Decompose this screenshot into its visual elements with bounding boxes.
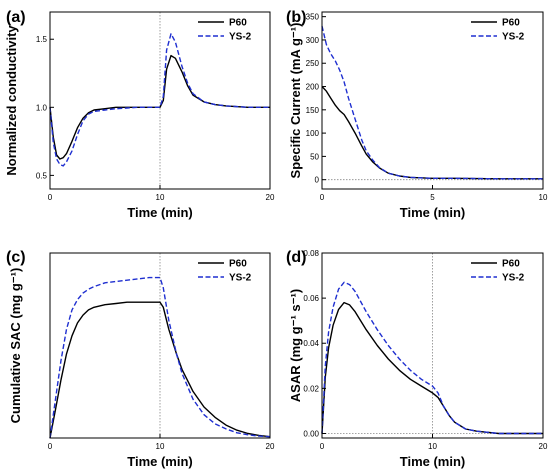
y-tick-label: 0.08 — [303, 249, 319, 258]
series-line-p60 — [321, 86, 543, 180]
panel-0: 0 10 20 0.5 1.0 1.5 Time (min) Normalized condu… — [4, 9, 275, 220]
y-tick-label: 100 — [306, 129, 320, 138]
legend-label-p60: P60 — [229, 18, 247, 29]
x-tick-label: 10 — [156, 193, 165, 202]
legend-label-ys-2: YS-2 — [229, 32, 252, 43]
y-tick-label: 150 — [306, 106, 320, 115]
x-axis-label: Time (min) — [127, 454, 193, 469]
panel-label: (d) — [286, 249, 306, 266]
legend-label-p60: P60 — [502, 259, 520, 270]
y-tick-label: 0.06 — [303, 294, 319, 303]
x-axis-label: Time (min) — [127, 205, 193, 220]
y-axis-label: ASAR (mg g⁻¹ s⁻¹) — [288, 289, 303, 402]
y-tick-label: 0.04 — [303, 339, 319, 348]
y-tick-label: 0.02 — [303, 384, 319, 393]
panel-2: 0 10 20 Time (min) Cumulative SAC (mg g⁻¹) (c… — [6, 249, 275, 469]
series-line-ys-2 — [49, 276, 271, 439]
y-tick-label: 350 — [306, 13, 320, 22]
x-tick-label: 0 — [48, 442, 53, 451]
legend-label-p60: P60 — [502, 18, 520, 29]
x-tick-label: 10 — [156, 442, 165, 451]
y-axis-label: Cumulative SAC (mg g⁻¹) — [8, 268, 23, 424]
legend-label-ys-2: YS-2 — [229, 273, 252, 284]
x-tick-label: 10 — [428, 442, 437, 451]
series-line-p60 — [321, 301, 543, 435]
panel-3: 0 10 20 0.00 0.02 0.04 0.06 0.08 Time (min) ASAR … — [286, 249, 548, 469]
y-tick-label: 50 — [310, 152, 319, 161]
legend-label-ys-2: YS-2 — [502, 273, 525, 284]
panel-label: (b) — [286, 9, 306, 26]
y-tick-label: 1.0 — [36, 103, 48, 112]
x-tick-label: 20 — [266, 193, 275, 202]
x-tick-label: 0 — [320, 193, 325, 202]
series-line-ys-2 — [321, 281, 543, 435]
x-axis-label: Time (min) — [400, 205, 466, 220]
x-tick-label: 10 — [539, 193, 548, 202]
x-tick-label: 5 — [430, 193, 435, 202]
y-tick-label: 0 — [315, 176, 320, 185]
x-axis-label: Time (min) — [400, 454, 466, 469]
y-axis-label: Specific Current (mA g⁻¹) — [288, 23, 303, 179]
panel-label: (c) — [6, 249, 26, 266]
x-tick-label: 20 — [539, 442, 548, 451]
series-line-p60 — [49, 54, 270, 160]
legend-label-p60: P60 — [229, 259, 247, 270]
x-tick-label: 20 — [266, 442, 275, 451]
y-tick-label: 0.5 — [36, 171, 48, 180]
y-tick-label: 1.5 — [36, 35, 48, 44]
y-tick-label: 300 — [306, 36, 320, 45]
series-line-ys-2 — [321, 25, 543, 180]
y-tick-label: 0.00 — [303, 429, 319, 438]
x-tick-label: 0 — [48, 193, 53, 202]
x-tick-label: 0 — [320, 442, 325, 451]
y-tick-label: 250 — [306, 59, 320, 68]
legend-label-ys-2: YS-2 — [502, 32, 525, 43]
panel-label: (a) — [6, 9, 26, 26]
y-tick-label: 200 — [306, 83, 320, 92]
y-axis-label: Normalized conductivity — [4, 25, 19, 176]
series-line-p60 — [49, 301, 271, 439]
